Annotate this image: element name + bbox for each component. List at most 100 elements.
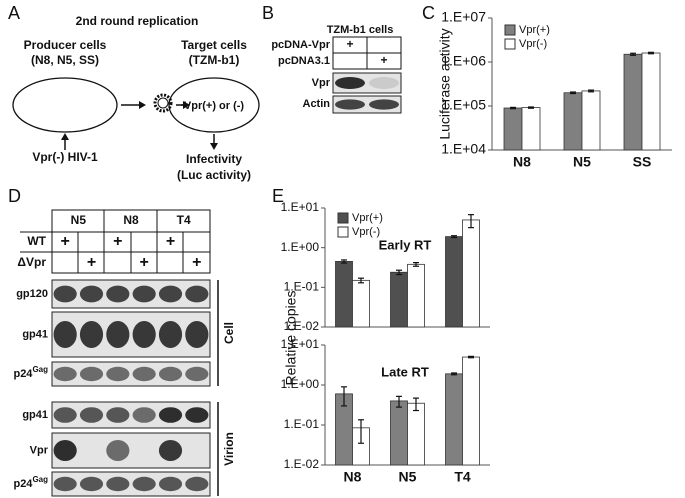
blot [51, 311, 211, 358]
cell-mark: + [166, 233, 175, 250]
legend-swatch [337, 212, 349, 224]
cell-mark: + [192, 254, 201, 271]
band [79, 321, 104, 348]
blot-label: Vpr [312, 77, 331, 89]
band [53, 321, 77, 348]
legend-label: Vpr(-) [352, 226, 380, 238]
blot [51, 432, 211, 469]
x-tick-label: N8 [513, 154, 531, 170]
blot [51, 279, 211, 309]
column-label: N5 [71, 213, 87, 227]
blot-label: gp120 [16, 288, 48, 300]
bar [352, 279, 370, 328]
row-label: pcDNA3.1 [278, 55, 330, 67]
panel-label: B [262, 3, 274, 23]
y-tick-label: 1.E+01 [281, 337, 320, 351]
y-tick-label: 1.E+04 [441, 141, 486, 157]
band [79, 285, 104, 303]
error-bar [451, 235, 457, 239]
panel-label: D [8, 186, 21, 206]
blot-label: Actin [303, 98, 331, 110]
blot-name: gp41 [22, 328, 48, 340]
band [185, 407, 209, 423]
band [132, 476, 156, 492]
band [158, 285, 183, 303]
legend-label: Vpr(+) [519, 24, 550, 36]
bar [623, 53, 643, 151]
band [132, 285, 156, 303]
cell-mark: + [113, 233, 122, 250]
target-cell [168, 77, 260, 133]
blot-superscript: Gag [32, 475, 48, 484]
y-tick-label: 1.E-01 [284, 280, 320, 294]
blot-name: gp41 [22, 409, 48, 421]
x-tick-label: N5 [399, 469, 417, 485]
cell-mark: + [60, 233, 69, 250]
y-tick-label: 1.E+01 [281, 200, 320, 214]
band [53, 285, 77, 303]
band [79, 407, 104, 423]
cell-mark: + [380, 53, 387, 67]
x-tick-label: N8 [344, 469, 362, 485]
row-label: WT [27, 234, 46, 248]
band [106, 366, 130, 382]
annotation: Early RT [379, 237, 432, 252]
band [132, 366, 156, 382]
error-bar [570, 91, 576, 95]
bar [563, 92, 583, 151]
y-tick-label: 1.E+05 [441, 97, 486, 113]
band [369, 77, 399, 89]
bar [462, 356, 480, 466]
bar [521, 107, 541, 151]
blot-label: p24Gag [13, 475, 48, 490]
error-bar [358, 419, 364, 444]
panel-d: Cell Virion [20, 209, 236, 496]
error-bar [396, 395, 402, 408]
bar [641, 52, 661, 151]
blot [51, 361, 211, 387]
legend-swatch [504, 24, 516, 36]
row-label: pcDNA-Vpr [271, 39, 330, 51]
error-bar [413, 262, 419, 267]
blot-label: gp41 [22, 409, 48, 421]
blot-label: p24Gag [13, 365, 48, 380]
band [79, 366, 104, 382]
band [53, 440, 77, 461]
node-label: Producer cells [24, 38, 107, 52]
band [106, 407, 130, 423]
group-label: Virion [222, 432, 236, 466]
node-label: Infectivity [186, 152, 242, 166]
band [106, 321, 130, 348]
band [53, 366, 77, 382]
bar [581, 90, 601, 151]
error-bar [648, 51, 654, 55]
x-tick-label: T4 [454, 469, 471, 485]
blot-superscript: Gag [32, 365, 48, 374]
node-label: Vpr(+) or (-) [184, 100, 245, 112]
error-bar [451, 372, 457, 376]
producer-cell [12, 77, 118, 133]
blot [51, 471, 211, 497]
cell-mark: + [87, 254, 96, 271]
error-bar [341, 386, 347, 407]
panel-label: A [8, 3, 20, 23]
legend-label: Vpr(+) [352, 212, 383, 224]
node-label: Vpr(-) HIV-1 [32, 150, 98, 164]
band [185, 321, 209, 348]
band [185, 476, 209, 492]
band [158, 366, 183, 382]
band [79, 476, 104, 492]
band [158, 321, 183, 348]
bar [445, 236, 463, 328]
arrow-head [183, 101, 190, 109]
blot-label: Vpr [30, 444, 49, 456]
panel-b: TZM-b1 cells pcDNA-Vpr pcDNA3.1 Vpr Acti… [271, 24, 402, 110]
error-bar [588, 89, 594, 93]
y-tick-label: 1.E-02 [284, 457, 320, 471]
node-label: (TZM-b1) [189, 53, 240, 67]
cell-mark: + [346, 37, 353, 51]
y-tick-label: 1.E+06 [441, 53, 486, 69]
node-label: (Luc activity) [177, 168, 251, 182]
bar [503, 107, 523, 151]
